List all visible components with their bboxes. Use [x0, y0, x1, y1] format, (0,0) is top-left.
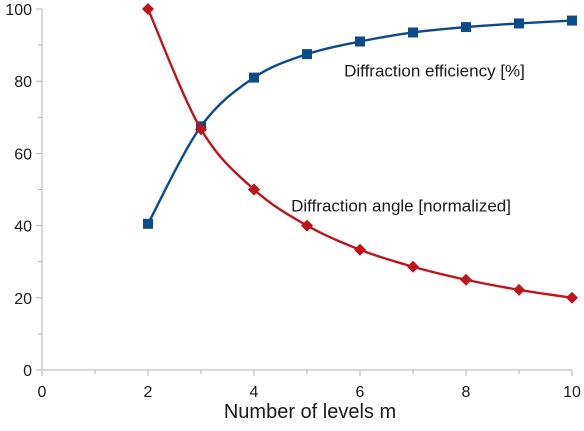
data-point-diamond	[407, 260, 419, 273]
x-tick-label: 6	[356, 384, 365, 401]
data-point-diamond	[566, 291, 578, 304]
x-tick-label: 2	[144, 384, 153, 401]
series-2	[142, 3, 578, 304]
x-tick-label: 0	[38, 384, 47, 401]
y-tick-label: 40	[14, 219, 32, 236]
data-point-square	[567, 15, 577, 26]
labels-layer: Diffraction efficiency [%] Diffraction an…	[291, 61, 525, 215]
data-point-square	[302, 49, 312, 60]
data-point-square	[249, 72, 259, 83]
series-layer	[142, 3, 578, 304]
series-label: Diffraction efficiency [%]	[344, 61, 525, 80]
y-tick-label: 60	[14, 146, 32, 163]
x-axis-title: Number of levels m	[224, 401, 396, 423]
data-point-diamond	[301, 219, 313, 232]
y-tick-label: 0	[23, 363, 32, 380]
series-label: Diffraction angle [normalized]	[291, 197, 511, 216]
data-point-diamond	[142, 3, 154, 15]
y-tick-label: 100	[5, 2, 32, 19]
data-point-square	[408, 27, 418, 38]
x-tick-label: 4	[250, 384, 259, 401]
y-tick-label: 80	[14, 74, 32, 91]
data-point-diamond	[248, 183, 260, 196]
data-point-square	[143, 218, 153, 229]
x-tick-label: 8	[462, 384, 471, 401]
data-point-square	[355, 36, 365, 47]
data-point-square	[514, 18, 524, 29]
data-point-diamond	[354, 243, 366, 256]
y-tick-label: 20	[14, 291, 32, 308]
series-line	[146, 19, 573, 225]
x-tick-label: 10	[563, 384, 581, 401]
data-point-diamond	[195, 123, 207, 136]
data-point-square	[461, 22, 471, 33]
data-point-diamond	[460, 273, 472, 286]
data-point-diamond	[513, 283, 525, 296]
